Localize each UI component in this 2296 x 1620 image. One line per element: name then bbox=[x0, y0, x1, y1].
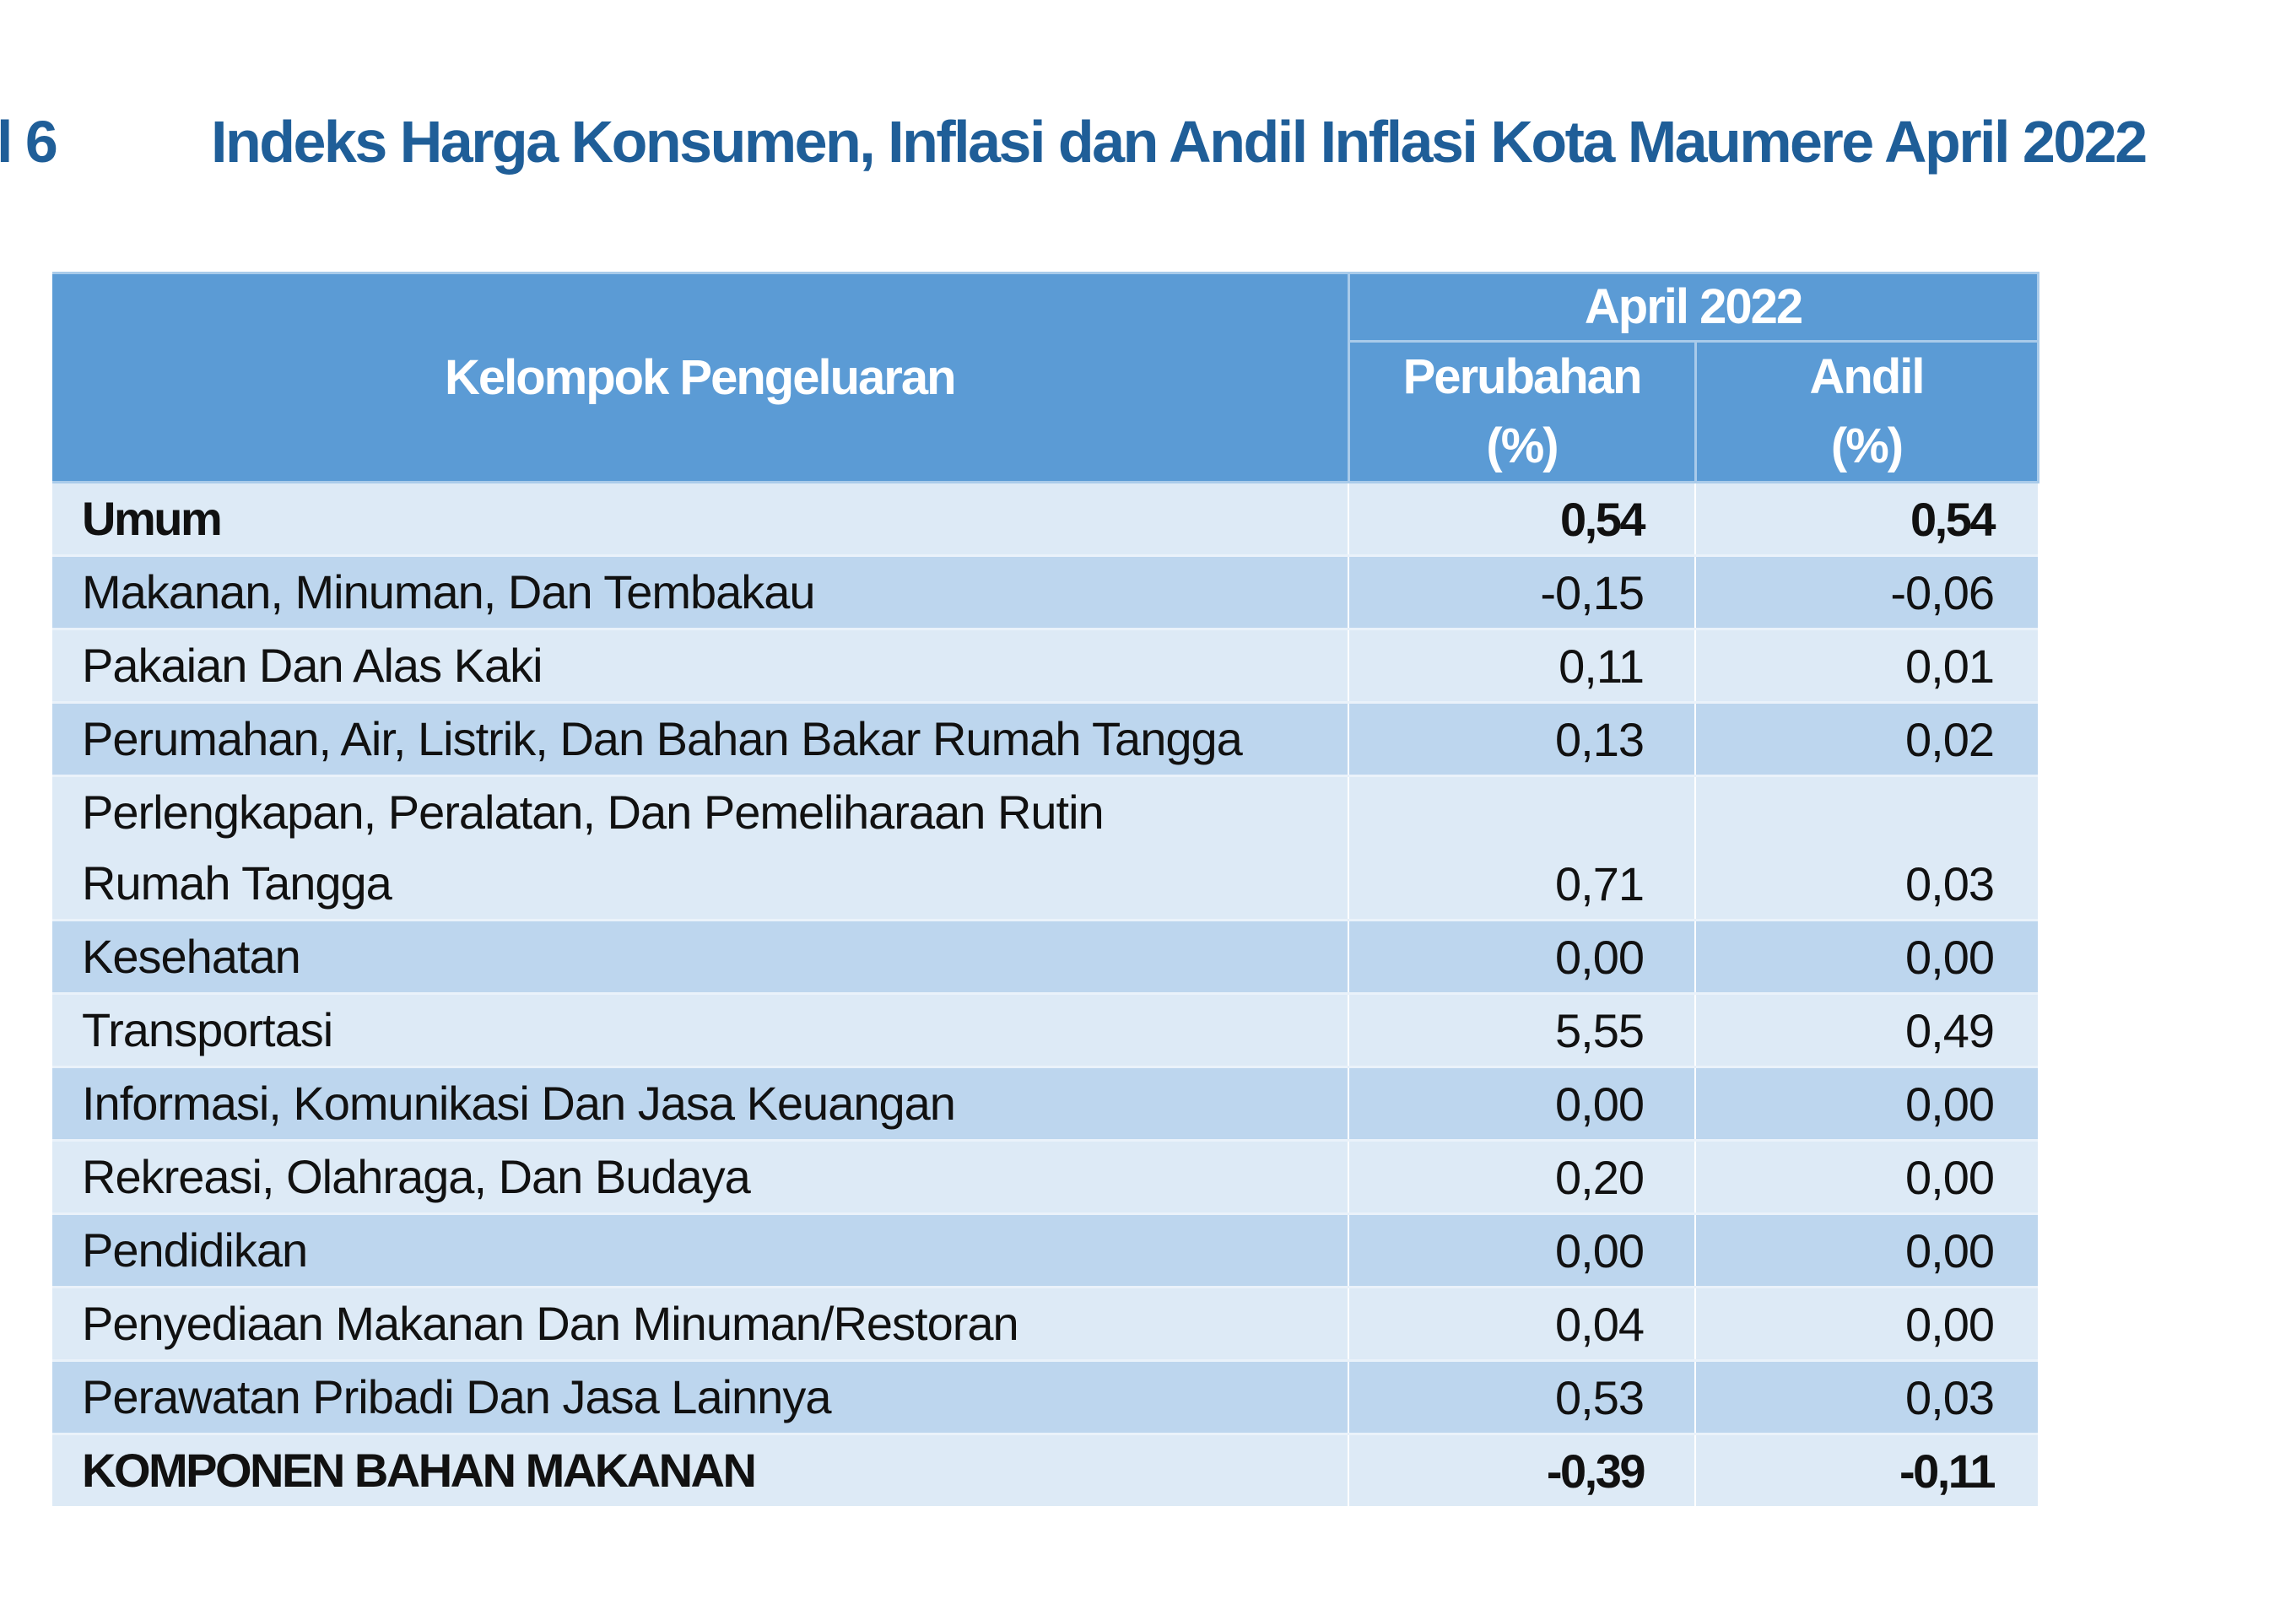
row-andil: 0,00 bbox=[1694, 1139, 2039, 1214]
row-label: Makanan, Minuman, Dan Tembakau bbox=[52, 554, 1349, 629]
row-label-line2: Rumah Tangga bbox=[82, 856, 392, 910]
row-label: Informasi, Komunikasi Dan Jasa Keuangan bbox=[52, 1066, 1349, 1141]
header-andil: Andil (%) bbox=[1694, 340, 2039, 483]
table-row: Perawatan Pribadi Dan Jasa Lainnya 0,53 … bbox=[52, 1359, 2039, 1434]
header-andil-label: Andil bbox=[1809, 349, 1926, 404]
row-perubahan: 0,71 bbox=[1348, 775, 1696, 921]
row-andil: 0,02 bbox=[1694, 701, 2039, 776]
row-perubahan: 0,11 bbox=[1348, 628, 1696, 703]
row-label: Pendidikan bbox=[52, 1212, 1349, 1288]
header-period: April 2022 bbox=[1347, 272, 2039, 343]
row-perubahan: -0,15 bbox=[1348, 554, 1696, 629]
row-label: Perlengkapan, Peralatan, Dan Pemeliharaa… bbox=[52, 775, 1349, 921]
table-body: Umum 0,54 0,54 Makanan, Minuman, Dan Tem… bbox=[52, 481, 2039, 1506]
row-andil: -0,06 bbox=[1694, 554, 2039, 629]
cpi-inflation-table: Kelompok Pengeluaran April 2022 Perubaha… bbox=[52, 272, 2039, 1506]
row-label: Pakaian Dan Alas Kaki bbox=[52, 628, 1349, 703]
row-andil: 0,49 bbox=[1694, 992, 2039, 1067]
row-perubahan: 0,00 bbox=[1348, 1066, 1696, 1141]
row-andil: 0,00 bbox=[1694, 1286, 2039, 1361]
row-perubahan: -0,39 bbox=[1348, 1433, 1696, 1506]
header-kelompok-pengeluaran: Kelompok Pengeluaran bbox=[52, 272, 1350, 483]
table-header: Kelompok Pengeluaran April 2022 Perubaha… bbox=[52, 272, 2039, 483]
table-row: Pendidikan 0,00 0,00 bbox=[52, 1212, 2039, 1288]
header-andil-unit: (%) bbox=[1830, 418, 1904, 473]
header-perubahan-label: Perubahan bbox=[1402, 349, 1643, 404]
row-andil: 0,00 bbox=[1694, 1066, 2039, 1141]
row-perubahan: 0,00 bbox=[1348, 919, 1696, 994]
row-andil: 0,00 bbox=[1694, 919, 2039, 994]
row-andil: 0,03 bbox=[1694, 1359, 2039, 1434]
table-caption: l 6 Indeks Harga Konsumen, Inflasi dan A… bbox=[0, 100, 2296, 184]
row-perubahan: 5,55 bbox=[1348, 992, 1696, 1067]
row-perubahan: 0,53 bbox=[1348, 1359, 1696, 1434]
row-andil: 0,03 bbox=[1694, 775, 2039, 921]
row-perubahan: 0,20 bbox=[1348, 1139, 1696, 1214]
row-andil: 0,00 bbox=[1694, 1212, 2039, 1288]
row-label: KOMPONEN BAHAN MAKANAN bbox=[52, 1433, 1349, 1506]
table-row: Informasi, Komunikasi Dan Jasa Keuangan … bbox=[52, 1066, 2039, 1141]
table-row: Rekreasi, Olahraga, Dan Budaya 0,20 0,00 bbox=[52, 1139, 2039, 1214]
cpi-inflation-table-container: Kelompok Pengeluaran April 2022 Perubaha… bbox=[52, 272, 2039, 1506]
table-row: Transportasi 5,55 0,49 bbox=[52, 992, 2039, 1067]
row-label: Rekreasi, Olahraga, Dan Budaya bbox=[52, 1139, 1349, 1214]
row-label: Umum bbox=[52, 481, 1349, 556]
table-row-umum: Umum 0,54 0,54 bbox=[52, 481, 2039, 556]
table-number: l 6 bbox=[0, 109, 58, 175]
row-label: Penyediaan Makanan Dan Minuman/Restoran bbox=[52, 1286, 1349, 1361]
table-title: Indeks Harga Konsumen, Inflasi dan Andil… bbox=[211, 109, 2147, 175]
row-label: Perumahan, Air, Listrik, Dan Bahan Bakar… bbox=[52, 701, 1349, 776]
table-row: Makanan, Minuman, Dan Tembakau -0,15 -0,… bbox=[52, 554, 2039, 629]
row-label: Perawatan Pribadi Dan Jasa Lainnya bbox=[52, 1359, 1349, 1434]
row-label: Transportasi bbox=[52, 992, 1349, 1067]
table-row: Perumahan, Air, Listrik, Dan Bahan Bakar… bbox=[52, 701, 2039, 776]
header-perubahan: Perubahan (%) bbox=[1347, 340, 1697, 483]
row-perubahan: 0,04 bbox=[1348, 1286, 1696, 1361]
header-perubahan-unit: (%) bbox=[1486, 418, 1559, 473]
row-label-line1: Perlengkapan, Peralatan, Dan Pemeliharaa… bbox=[82, 786, 1105, 839]
row-andil: 0,54 bbox=[1694, 481, 2039, 556]
row-perubahan: 0,54 bbox=[1348, 481, 1696, 556]
row-andil: 0,01 bbox=[1694, 628, 2039, 703]
table-row-komponen-bahan-makanan: KOMPONEN BAHAN MAKANAN -0,39 -0,11 bbox=[52, 1433, 2039, 1506]
table-row: Kesehatan 0,00 0,00 bbox=[52, 919, 2039, 994]
row-andil: -0,11 bbox=[1694, 1433, 2039, 1506]
table-row: Penyediaan Makanan Dan Minuman/Restoran … bbox=[52, 1286, 2039, 1361]
table-row: Perlengkapan, Peralatan, Dan Pemeliharaa… bbox=[52, 775, 2039, 921]
row-perubahan: 0,00 bbox=[1348, 1212, 1696, 1288]
table-row: Pakaian Dan Alas Kaki 0,11 0,01 bbox=[52, 628, 2039, 703]
row-label: Kesehatan bbox=[52, 919, 1349, 994]
row-perubahan: 0,13 bbox=[1348, 701, 1696, 776]
